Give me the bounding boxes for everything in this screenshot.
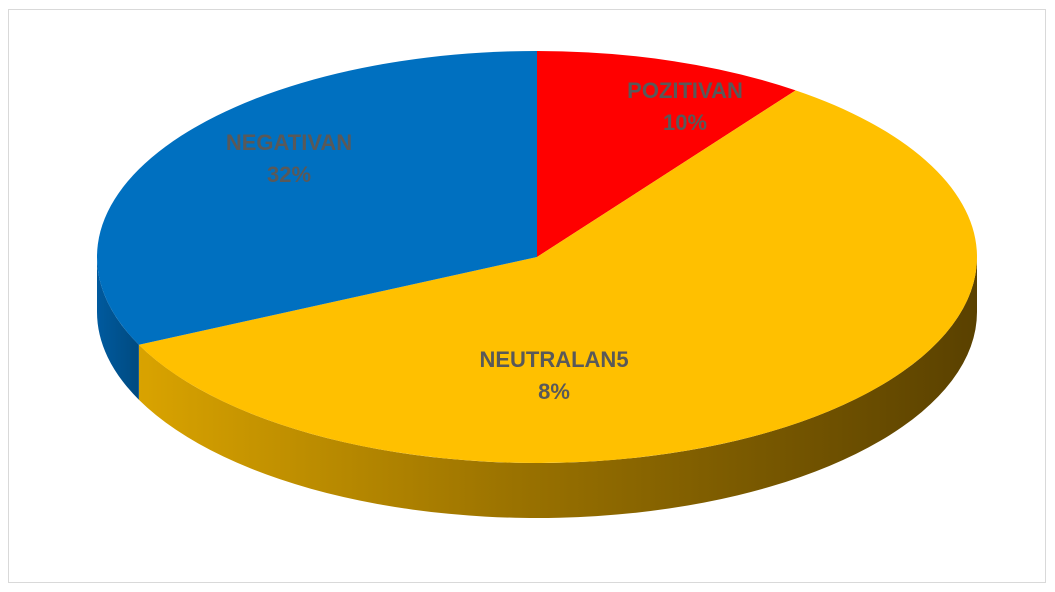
- pie-labels-layer: POZITIVAN 10% NEUTRALAN5 8% NEGATIVAN 32%: [226, 78, 743, 404]
- pie-slice-neutralan5: [138, 90, 978, 464]
- data-label-neutralan5-percent: 8%: [538, 379, 570, 404]
- data-label-negativan-percent: 32%: [267, 162, 311, 187]
- data-label-negativan-name: NEGATIVAN: [226, 130, 352, 155]
- pie-side-negativan: [97, 257, 139, 400]
- pie-top-layer: [96, 51, 978, 464]
- pie-side-neutralan5: [138, 257, 977, 518]
- pie-chart: POZITIVAN 10% NEUTRALAN5 8% NEGATIVAN 32%: [96, 51, 978, 518]
- data-label-pozitivan-name: POZITIVAN: [627, 78, 743, 103]
- data-label-pozitivan-percent: 10%: [663, 110, 707, 135]
- pie-slice-pozitivan: [537, 51, 796, 257]
- data-label-neutralan5-name: NEUTRALAN5: [479, 347, 628, 372]
- chart-frame: POZITIVAN 10% NEUTRALAN5 8% NEGATIVAN 32%: [8, 9, 1046, 583]
- pie-side-layer: [97, 257, 977, 518]
- pie-slice-negativan: [96, 51, 538, 345]
